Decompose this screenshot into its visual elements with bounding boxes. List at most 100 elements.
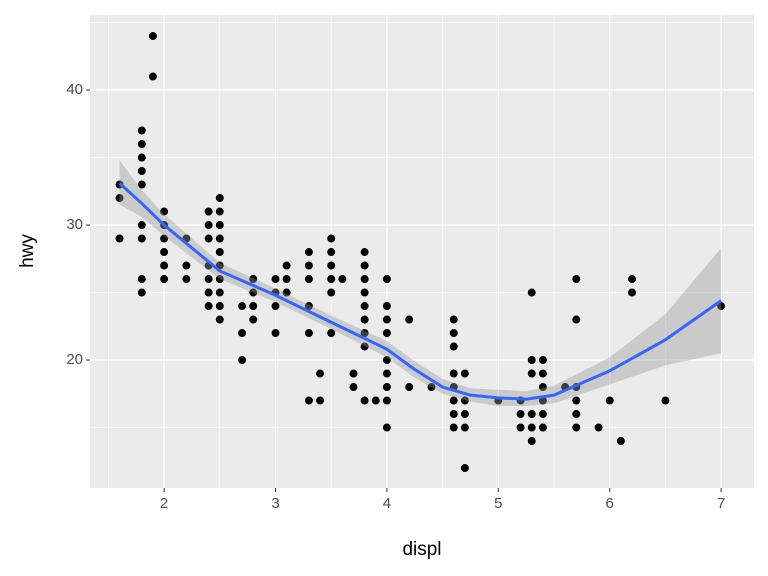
- point: [249, 275, 258, 284]
- point: [572, 275, 581, 284]
- point: [405, 383, 414, 392]
- x-tick-label: 5: [494, 495, 502, 512]
- point: [204, 302, 213, 311]
- point: [527, 288, 536, 297]
- point: [204, 288, 213, 297]
- point: [360, 261, 369, 270]
- y-tick-label: 40: [66, 81, 83, 98]
- point: [449, 315, 458, 324]
- point: [527, 356, 536, 365]
- point: [382, 315, 391, 324]
- x-tick-label: 3: [271, 495, 279, 512]
- point: [360, 248, 369, 257]
- point: [316, 396, 325, 405]
- point: [405, 315, 414, 324]
- point: [327, 261, 336, 270]
- point: [527, 410, 536, 419]
- point: [460, 423, 469, 432]
- point: [360, 275, 369, 284]
- point: [382, 423, 391, 432]
- point: [148, 72, 157, 81]
- point: [215, 315, 224, 324]
- point: [282, 275, 291, 284]
- point: [360, 329, 369, 338]
- point: [160, 275, 169, 284]
- point: [460, 369, 469, 378]
- point: [304, 302, 313, 311]
- point: [137, 234, 146, 243]
- point: [238, 329, 247, 338]
- point: [628, 275, 637, 284]
- point: [182, 275, 191, 284]
- point: [160, 248, 169, 257]
- point: [527, 369, 536, 378]
- point: [538, 369, 547, 378]
- point: [215, 275, 224, 284]
- point: [371, 396, 380, 405]
- point: [628, 288, 637, 297]
- x-tick-label: 4: [383, 495, 391, 512]
- point: [137, 167, 146, 176]
- point: [160, 207, 169, 216]
- point: [304, 329, 313, 338]
- point: [148, 32, 157, 41]
- point: [238, 356, 247, 365]
- panel: [90, 15, 754, 488]
- point: [516, 423, 525, 432]
- point: [717, 302, 726, 311]
- point: [182, 261, 191, 270]
- point: [382, 383, 391, 392]
- point: [449, 410, 458, 419]
- point: [538, 423, 547, 432]
- point: [137, 180, 146, 189]
- point: [327, 329, 336, 338]
- point: [160, 261, 169, 270]
- point: [215, 234, 224, 243]
- point: [460, 410, 469, 419]
- point: [572, 423, 581, 432]
- point: [516, 410, 525, 419]
- x-axis-label: displ: [402, 539, 441, 560]
- point: [360, 302, 369, 311]
- point: [460, 464, 469, 473]
- point: [271, 329, 280, 338]
- point: [304, 275, 313, 284]
- point: [215, 248, 224, 257]
- point: [137, 275, 146, 284]
- x-tick-label: 7: [717, 495, 725, 512]
- point: [304, 396, 313, 405]
- point: [137, 288, 146, 297]
- point: [249, 302, 258, 311]
- point: [238, 302, 247, 311]
- point: [327, 275, 336, 284]
- point: [360, 315, 369, 324]
- point: [538, 356, 547, 365]
- point: [616, 437, 625, 446]
- x-tick-label: 2: [160, 495, 168, 512]
- point: [338, 275, 347, 284]
- point: [282, 288, 291, 297]
- point: [460, 396, 469, 405]
- x-tick-label: 6: [606, 495, 614, 512]
- point: [382, 302, 391, 311]
- point: [349, 369, 358, 378]
- point: [215, 207, 224, 216]
- point: [605, 396, 614, 405]
- point: [327, 288, 336, 297]
- point: [327, 234, 336, 243]
- point: [204, 275, 213, 284]
- point: [115, 234, 124, 243]
- point: [594, 423, 603, 432]
- point: [282, 261, 291, 270]
- point: [249, 315, 258, 324]
- point: [349, 383, 358, 392]
- point: [360, 342, 369, 351]
- point: [572, 396, 581, 405]
- point: [271, 275, 280, 284]
- point: [449, 329, 458, 338]
- point: [449, 369, 458, 378]
- point: [661, 396, 670, 405]
- point: [115, 194, 124, 203]
- point: [204, 221, 213, 230]
- point: [427, 383, 436, 392]
